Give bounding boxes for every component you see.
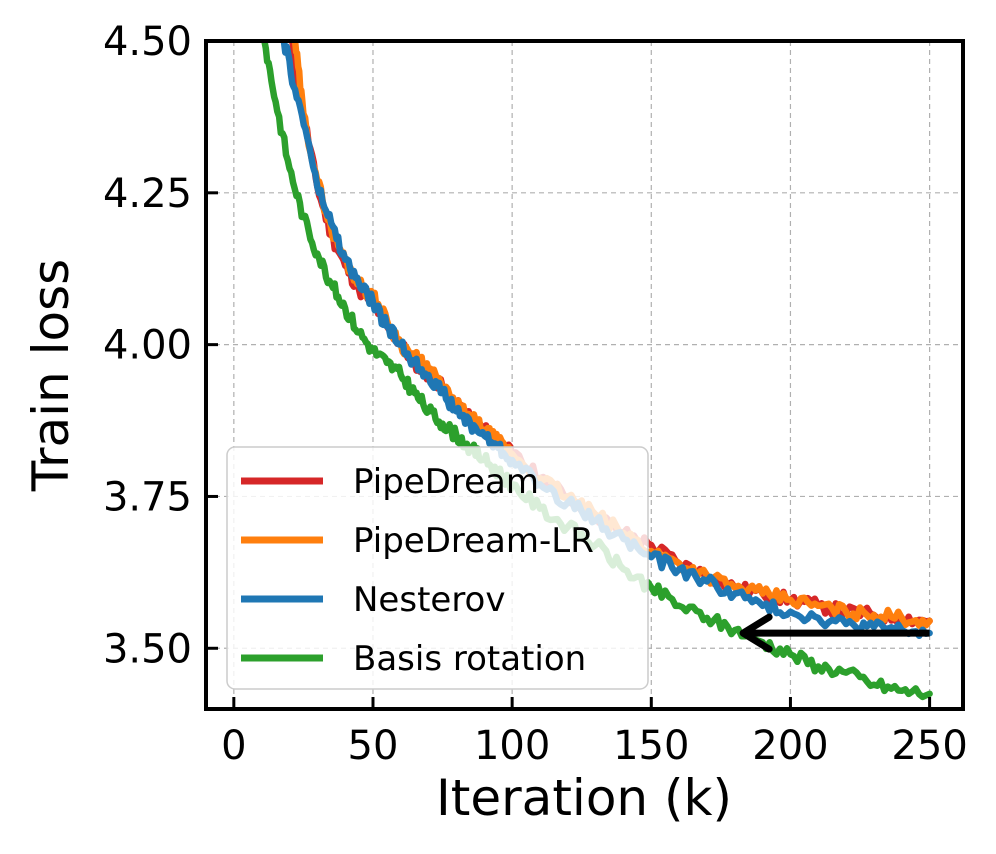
arrow-head-icon — [739, 613, 773, 653]
legend-label: Nesterov — [353, 580, 505, 620]
x-tick-label: 50 — [348, 723, 399, 769]
x-tick-label: 100 — [474, 723, 550, 769]
legend-label: Basis rotation — [353, 639, 586, 679]
y-axis-title: Train loss — [22, 259, 80, 492]
y-tick-label: 4.25 — [103, 171, 192, 217]
y-tick-label: 4.50 — [103, 19, 192, 65]
x-axis-title: Iteration (k) — [436, 769, 732, 827]
y-tick-label: 3.50 — [103, 626, 192, 672]
legend-label: PipeDream — [353, 462, 539, 502]
annotations — [739, 613, 930, 653]
x-tick-label: 250 — [891, 723, 967, 769]
legend-label: PipeDream-LR — [353, 521, 594, 561]
legend-box — [226, 446, 649, 690]
x-tick-label: 200 — [752, 723, 828, 769]
x-tick-label: 150 — [613, 723, 689, 769]
plot-frame — [204, 39, 965, 711]
x-tick-label: 0 — [221, 723, 246, 769]
legend: PipeDream PipeDream-LR Nesterov Basis rotat… — [226, 446, 649, 690]
ticks: 0 50 100 150 200 250 3.50 3.75 4.00 4.25 4.50 — [103, 19, 968, 769]
y-tick-label: 4.00 — [103, 323, 192, 369]
y-tick-label: 3.75 — [103, 474, 192, 520]
